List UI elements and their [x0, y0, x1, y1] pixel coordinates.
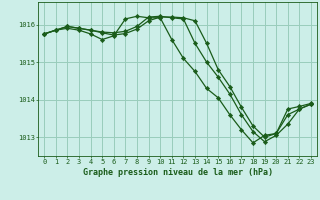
- X-axis label: Graphe pression niveau de la mer (hPa): Graphe pression niveau de la mer (hPa): [83, 168, 273, 177]
